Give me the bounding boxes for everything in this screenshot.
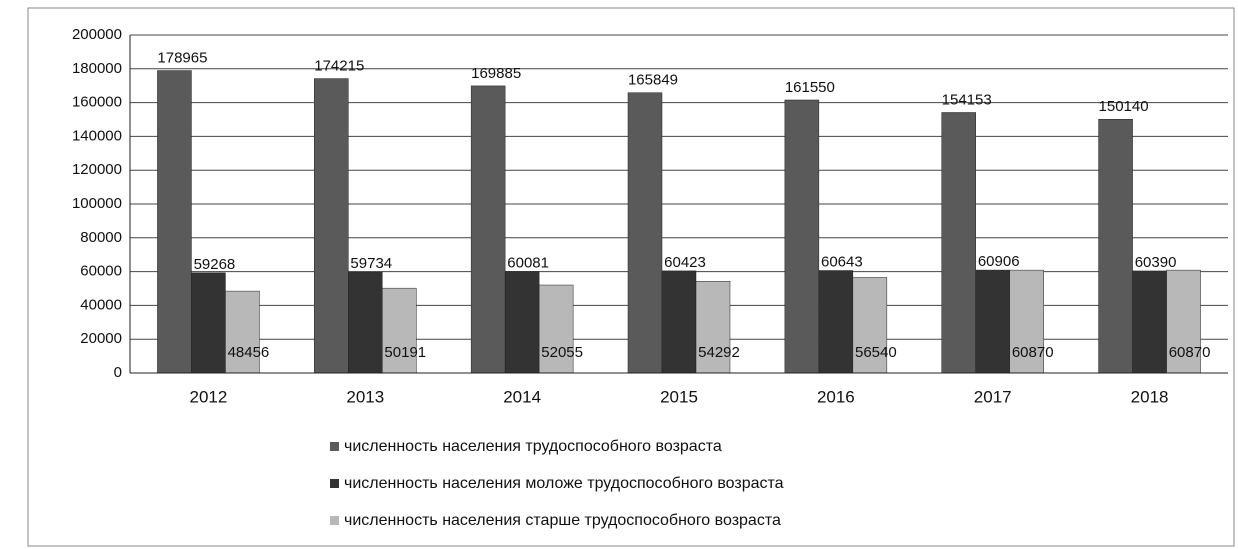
bar: [941, 112, 976, 374]
y-tick-label: 80000: [80, 229, 122, 246]
bar: [1166, 269, 1201, 374]
data-label: 54292: [698, 344, 740, 361]
x-tick-label: 2012: [190, 387, 228, 406]
x-tick-label: 2017: [974, 387, 1012, 406]
bar: [818, 270, 854, 374]
y-tick-label: 200000: [72, 26, 122, 43]
bar: [852, 277, 888, 374]
data-label: 150140: [1099, 98, 1149, 115]
data-label: 59734: [350, 255, 392, 272]
data-label: 60870: [1012, 344, 1054, 361]
data-label: 59268: [194, 256, 236, 273]
data-label: 56540: [855, 344, 897, 361]
bar: [1132, 270, 1167, 374]
bar: [470, 85, 506, 374]
data-label: 60081: [507, 254, 549, 271]
bar: [157, 70, 192, 374]
data-label: 52055: [541, 344, 583, 361]
legend-label: численность населения трудоспособного во…: [344, 438, 722, 455]
legend-label: численность населения старше трудоспособ…: [344, 512, 781, 529]
legend-swatch: [330, 442, 339, 451]
x-tick-label: 2013: [346, 387, 384, 406]
bar: [784, 99, 820, 374]
bar: [504, 271, 540, 374]
x-tick-label: 2016: [817, 387, 855, 406]
y-tick-label: 180000: [72, 60, 122, 77]
data-label: 165849: [628, 72, 678, 89]
data-label: 178965: [157, 50, 207, 67]
data-label: 154153: [942, 91, 992, 108]
data-label: 48456: [228, 344, 270, 361]
bar: [661, 270, 697, 374]
data-label: 174215: [314, 58, 364, 75]
y-tick-label: 160000: [72, 94, 122, 111]
bar: [348, 271, 383, 374]
bar: [314, 78, 349, 374]
data-label: 60390: [1135, 254, 1177, 271]
data-label: 60906: [978, 253, 1020, 270]
y-tick-label: 0: [114, 364, 122, 381]
y-tick-label: 60000: [80, 263, 122, 280]
bar: [191, 272, 226, 374]
x-tick-label: 2015: [660, 387, 698, 406]
bar: [1009, 269, 1044, 374]
y-tick-label: 20000: [80, 330, 122, 347]
legend-label: численность населения моложе трудоспособ…: [344, 475, 784, 492]
bar: [975, 269, 1010, 374]
x-tick-label: 2018: [1131, 387, 1169, 406]
data-label: 50191: [384, 344, 426, 361]
data-label: 161550: [785, 79, 835, 96]
y-tick-label: 100000: [72, 195, 122, 212]
y-tick-label: 140000: [72, 127, 122, 144]
data-label: 60643: [821, 253, 863, 270]
chart-frame: [27, 7, 1235, 547]
y-tick-label: 40000: [80, 296, 122, 313]
bar: [1098, 119, 1133, 374]
data-label: 169885: [471, 65, 521, 82]
legend-swatch: [330, 479, 339, 488]
y-tick-label: 120000: [72, 161, 122, 178]
data-label: 60423: [664, 254, 706, 271]
data-label: 60870: [1169, 344, 1211, 361]
legend-swatch: [330, 516, 339, 525]
bar: [627, 92, 663, 374]
x-tick-label: 2014: [503, 387, 541, 406]
